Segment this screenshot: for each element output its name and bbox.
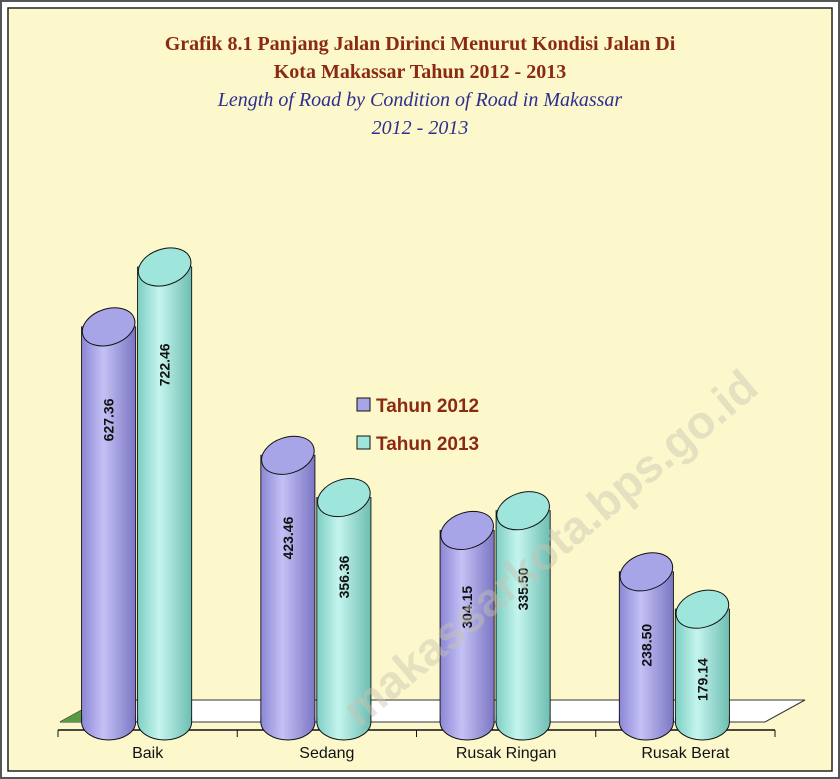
value-label: 627.36 [101, 398, 117, 441]
x-tick-label: Rusak Ringan [456, 745, 557, 762]
bar-body-fill [619, 571, 673, 722]
bar [439, 510, 495, 741]
value-label: 722.46 [157, 343, 173, 386]
bar-top [317, 478, 371, 518]
bar [260, 435, 316, 741]
legend-label: Tahun 2013 [376, 434, 479, 455]
bar-top [81, 307, 136, 347]
bar [316, 478, 372, 741]
x-tick-label: Baik [132, 745, 164, 762]
value-label: 356.36 [336, 555, 352, 598]
bar [81, 307, 137, 741]
bar [674, 589, 730, 741]
bar-top [137, 247, 192, 287]
bar [495, 491, 551, 741]
value-label: 423.46 [280, 516, 296, 559]
value-label: 179.14 [694, 658, 710, 701]
chart-subtitle: Length of Road by Condition of Road in M… [217, 89, 623, 111]
value-label: 304.15 [459, 586, 475, 629]
bar-body-fill [440, 530, 494, 722]
bar-body-fill [496, 510, 550, 722]
x-tick-label: Rusak Berat [641, 745, 730, 762]
chart-title: Grafik 8.1 Panjang Jalan Dirinci Menurut… [165, 33, 676, 55]
legend-swatch [356, 435, 371, 450]
value-label: 335.50 [515, 567, 531, 610]
bar-top [675, 589, 730, 629]
chart-subtitle: 2012 - 2013 [372, 117, 469, 139]
legend-label: Tahun 2012 [376, 396, 479, 417]
bar-top [440, 510, 494, 550]
bar-body-fill [317, 497, 371, 722]
value-label: 238.50 [638, 624, 654, 667]
bar-body-fill [138, 267, 192, 722]
bar-top [619, 552, 674, 592]
bar [618, 552, 674, 741]
x-tick-label: Sedang [299, 745, 354, 762]
bar-top [261, 435, 315, 475]
bar-body-fill [82, 326, 136, 722]
legend-swatch [356, 397, 371, 412]
bar [137, 247, 193, 741]
bar-body-fill [261, 455, 315, 722]
bar-top [496, 491, 550, 531]
chart-title: Kota Makassar Tahun 2012 - 2013 [274, 61, 566, 83]
